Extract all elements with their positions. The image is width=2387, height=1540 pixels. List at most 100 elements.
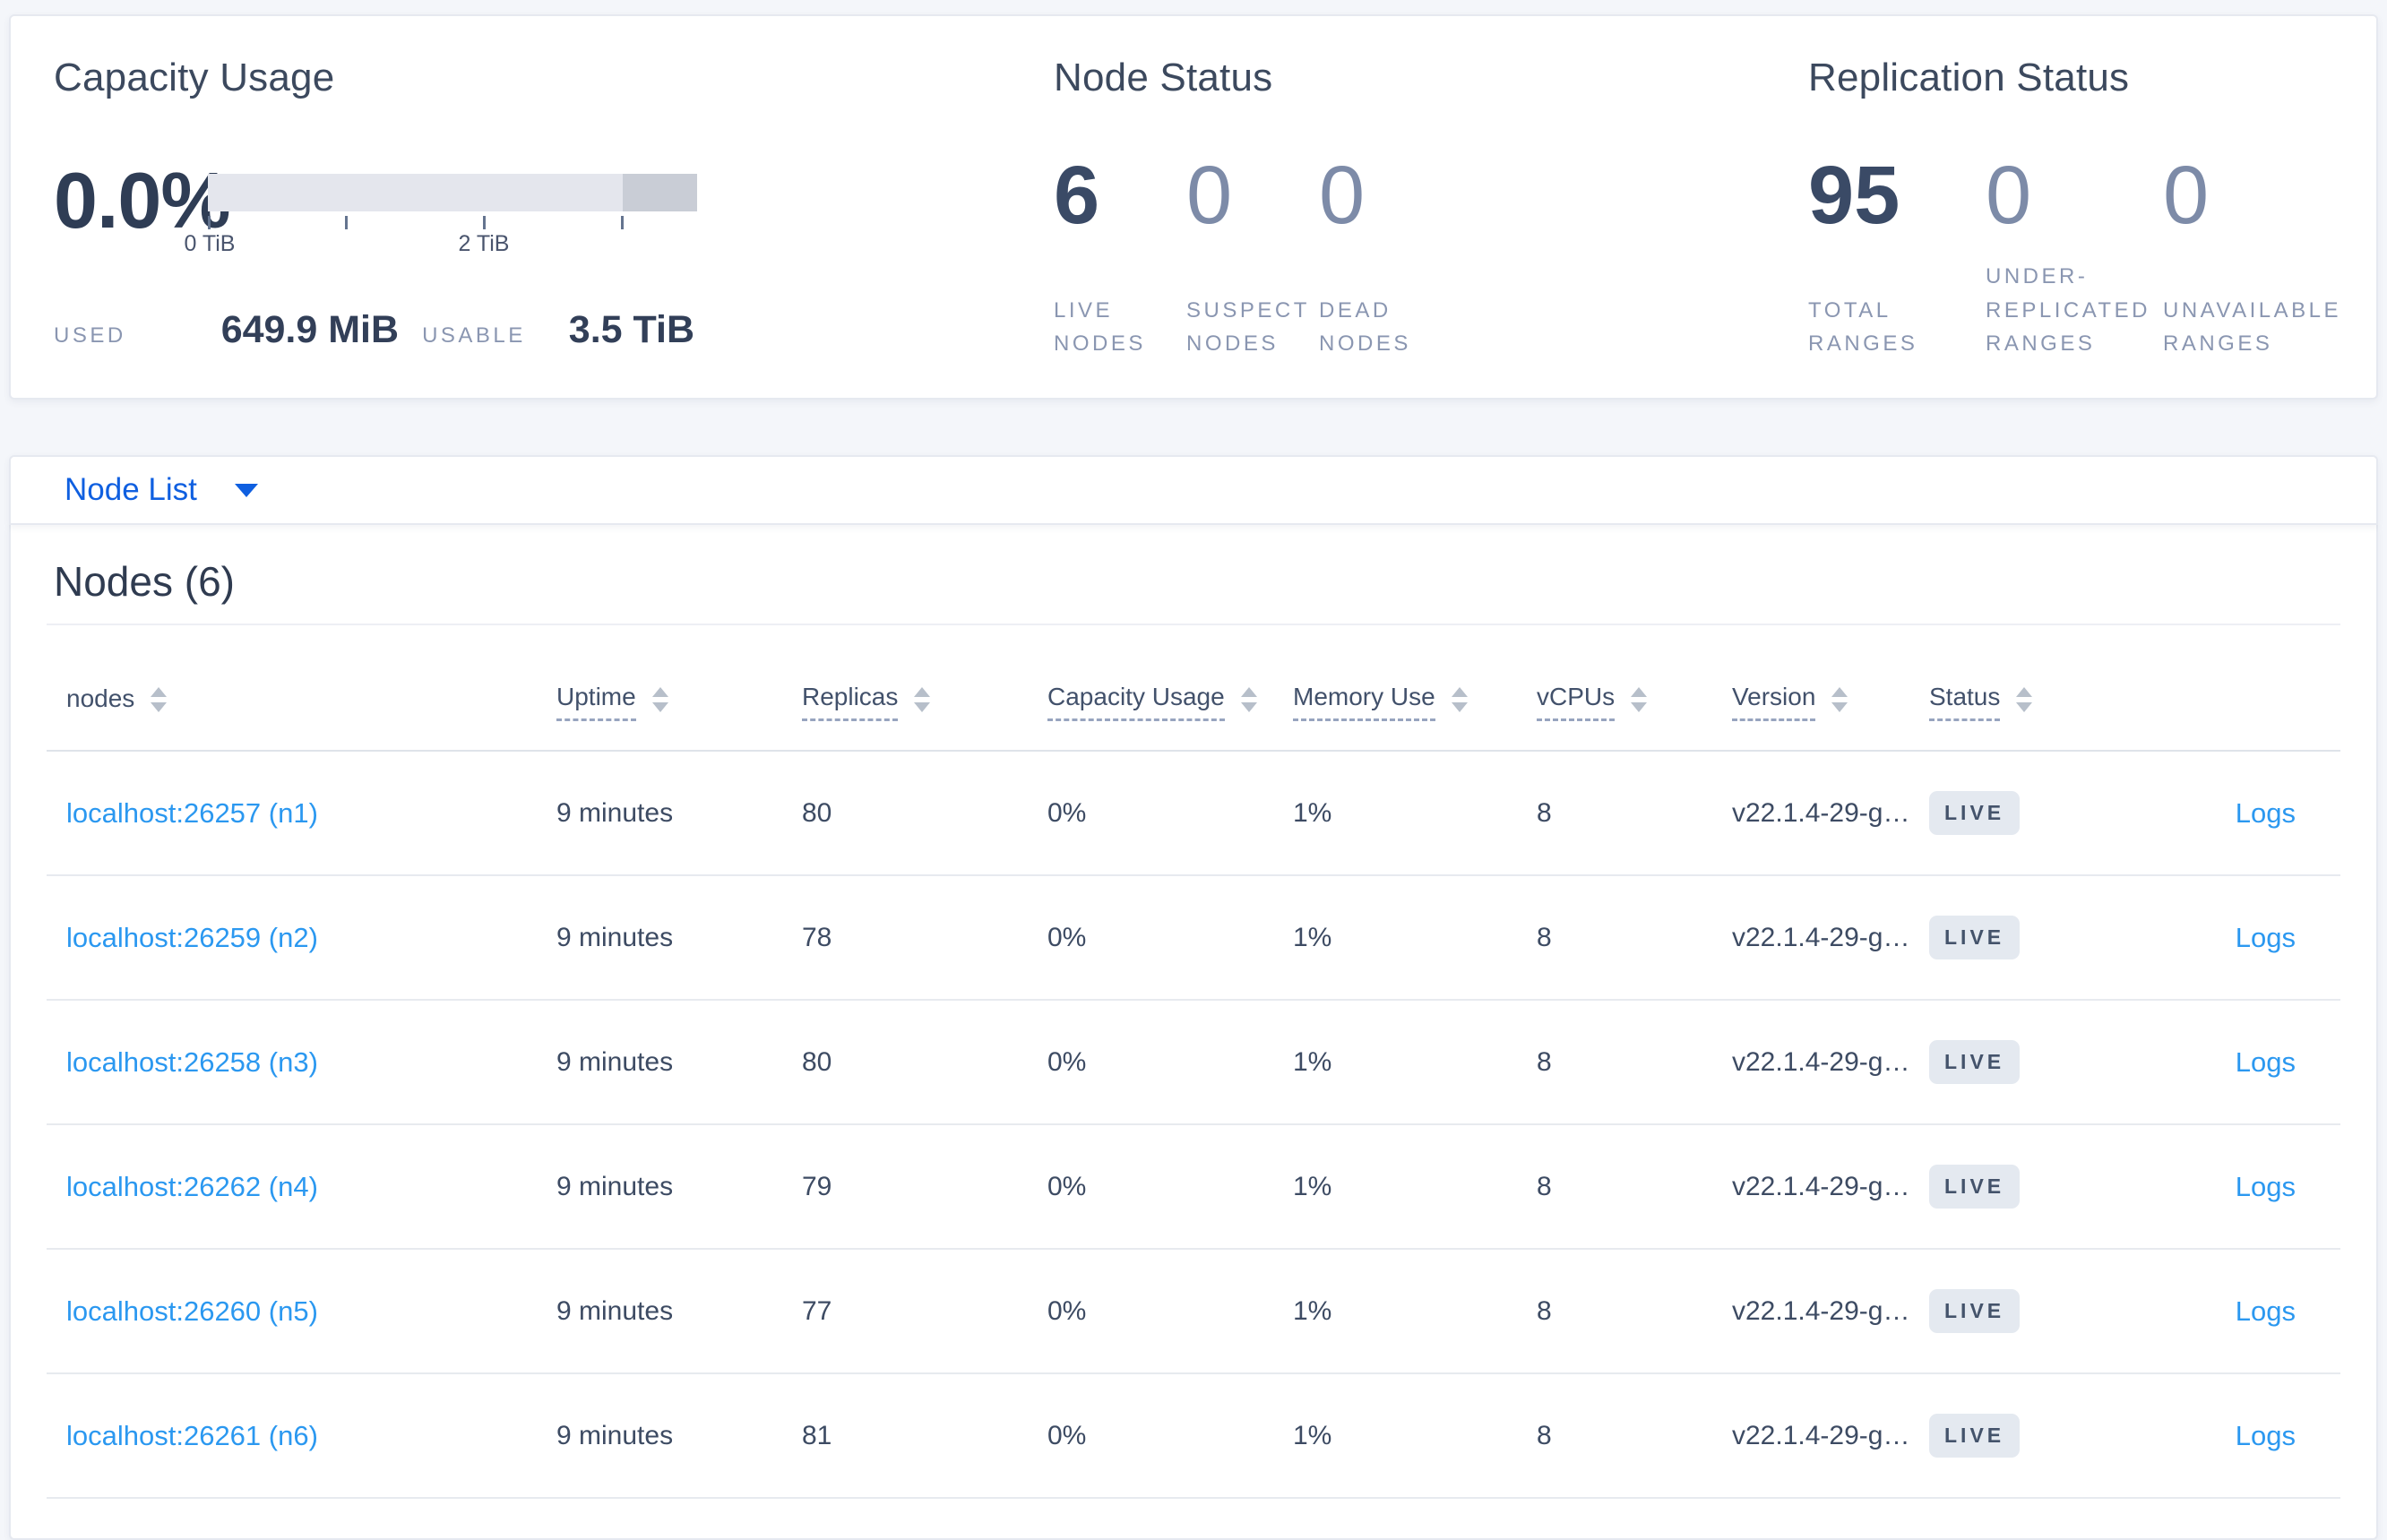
status-badge: LIVE <box>1929 1289 2021 1333</box>
version-cell: v22.1.4-29-g… <box>1724 1000 1921 1125</box>
uptime-cell: 9 minutes <box>548 1249 794 1374</box>
vcpus-cell: 8 <box>1529 875 1724 1001</box>
capacity-axis-ticks <box>208 211 697 229</box>
vcpus-cell: 8 <box>1529 1373 1724 1499</box>
sort-icon <box>1451 686 1468 712</box>
table-row: localhost:26261 (n6) 9 minutes 81 0% 1% … <box>47 1373 2340 1499</box>
vcpus-cell: 8 <box>1529 1000 1724 1125</box>
capacity-bar-chart: 0 TiB 2 TiB <box>185 154 697 256</box>
logs-link[interactable]: Logs <box>2235 921 2296 953</box>
usable-value: 3.5 TiB <box>568 308 694 351</box>
table-row: localhost:26259 (n2) 9 minutes 78 0% 1% … <box>47 875 2340 1001</box>
node-link[interactable]: localhost:26260 (n5) <box>66 1295 318 1327</box>
uptime-cell: 9 minutes <box>548 875 794 1001</box>
capacity-cell: 0% <box>1039 751 1285 876</box>
status-badge: LIVE <box>1929 791 2021 835</box>
column-header-version[interactable]: Version <box>1732 683 1848 721</box>
column-header-uptime[interactable]: Uptime <box>556 683 668 721</box>
column-header-capacity-usage[interactable]: Capacity Usage <box>1047 683 1257 721</box>
axis-tick-label: 0 TiB <box>184 231 236 256</box>
sort-icon <box>914 686 931 712</box>
logs-link[interactable]: Logs <box>2235 1295 2296 1327</box>
version-cell: v22.1.4-29-g… <box>1724 1124 1921 1250</box>
replicas-cell: 81 <box>794 1373 1039 1499</box>
logs-link[interactable]: Logs <box>2235 1045 2296 1078</box>
stat-value: 95 <box>1808 150 1900 241</box>
replicas-cell: 80 <box>794 751 1039 876</box>
stat-value: 0 <box>2163 150 2210 241</box>
table-row: localhost:26262 (n4) 9 minutes 79 0% 1% … <box>47 1124 2340 1250</box>
cluster-summary-card: Capacity Usage 0.0% 0 TiB 2 TiB <box>9 14 2378 400</box>
stat-label: DEAD NODES <box>1319 297 1411 356</box>
memory-cell: 1% <box>1285 751 1529 876</box>
capacity-usage-section: Capacity Usage 0.0% 0 TiB 2 TiB <box>11 16 1013 398</box>
capacity-cell: 0% <box>1039 1249 1285 1374</box>
uptime-cell: 9 minutes <box>548 751 794 876</box>
capacity-cell: 0% <box>1039 1373 1285 1499</box>
under-replicated-ranges-stat: 0 UNDER-REPLICATED RANGES <box>1986 154 2163 360</box>
nodes-table: nodes Uptime Replicas Capacity Usage Mem… <box>47 624 2340 1499</box>
table-row: localhost:26258 (n3) 9 minutes 80 0% 1% … <box>47 1000 2340 1125</box>
column-header-vcpus[interactable]: vCPUs <box>1537 683 1648 721</box>
node-link[interactable]: localhost:26258 (n3) <box>66 1045 318 1078</box>
sort-icon <box>2016 686 2033 712</box>
replicas-cell: 80 <box>794 1000 1039 1125</box>
column-header-status[interactable]: Status <box>1929 683 2033 721</box>
table-row: localhost:26260 (n5) 9 minutes 77 0% 1% … <box>47 1249 2340 1374</box>
capacity-used-percent: 0.0% <box>54 156 231 245</box>
stat-value: 0 <box>1186 150 1233 241</box>
stat-label: UNDER-REPLICATED RANGES <box>1986 264 2150 356</box>
sort-icon <box>1831 686 1848 712</box>
version-cell: v22.1.4-29-g… <box>1724 751 1921 876</box>
table-header-row: nodes Uptime Replicas Capacity Usage Mem… <box>47 624 2340 752</box>
version-cell: v22.1.4-29-g… <box>1724 1373 1921 1499</box>
sort-icon <box>651 686 668 712</box>
capacity-cell: 0% <box>1039 1000 1285 1125</box>
capacity-bar <box>208 174 697 211</box>
nodes-table-card: Nodes (6) nodes Uptime Replicas Capacity… <box>9 525 2378 1540</box>
used-value: 649.9 MiB <box>220 308 400 351</box>
unavailable-ranges-stat: 0 UNAVAILABLE RANGES <box>2163 154 2340 360</box>
node-list-dropdown[interactable]: Node List <box>65 472 197 507</box>
column-header-memory-use[interactable]: Memory Use <box>1293 683 1468 721</box>
logs-link[interactable]: Logs <box>2235 1419 2296 1451</box>
uptime-cell: 9 minutes <box>548 1124 794 1250</box>
stat-label: SUSPECT NODES <box>1186 297 1310 356</box>
dead-nodes-stat: 0 DEAD NODES <box>1319 154 1452 360</box>
logs-link[interactable]: Logs <box>2235 796 2296 829</box>
sort-icon <box>1240 686 1257 712</box>
nodes-table-title: Nodes (6) <box>54 558 235 605</box>
memory-cell: 1% <box>1285 1249 1529 1374</box>
stat-label: UNAVAILABLE RANGES <box>2163 297 2342 356</box>
chevron-down-icon[interactable] <box>234 483 258 497</box>
replicas-cell: 79 <box>794 1124 1039 1250</box>
node-status-section: Node Status 6 LIVE NODES 0 SUSPECT NODES… <box>1013 16 1767 398</box>
column-header-nodes[interactable]: nodes <box>66 684 168 720</box>
capacity-bar-reserved-segment <box>623 174 697 211</box>
sort-icon <box>1631 686 1648 712</box>
status-badge: LIVE <box>1929 1414 2021 1458</box>
vcpus-cell: 8 <box>1529 751 1724 876</box>
logs-link[interactable]: Logs <box>2235 1170 2296 1202</box>
version-cell: v22.1.4-29-g… <box>1724 1249 1921 1374</box>
total-ranges-stat: 95 TOTAL RANGES <box>1808 154 1986 360</box>
node-link[interactable]: localhost:26259 (n2) <box>66 921 318 953</box>
column-header-replicas[interactable]: Replicas <box>802 683 931 721</box>
memory-cell: 1% <box>1285 1373 1529 1499</box>
node-link[interactable]: localhost:26257 (n1) <box>66 796 318 829</box>
stat-value: 0 <box>1986 150 2032 241</box>
stat-value: 0 <box>1319 150 1366 241</box>
stat-label: LIVE NODES <box>1054 297 1146 356</box>
table-row: localhost:26257 (n1) 9 minutes 80 0% 1% … <box>47 751 2340 876</box>
replicas-cell: 77 <box>794 1249 1039 1374</box>
node-link[interactable]: localhost:26262 (n4) <box>66 1170 318 1202</box>
status-badge: LIVE <box>1929 916 2021 959</box>
usable-label: USABLE <box>422 323 526 348</box>
suspect-nodes-stat: 0 SUSPECT NODES <box>1186 154 1319 360</box>
version-cell: v22.1.4-29-g… <box>1724 875 1921 1001</box>
uptime-cell: 9 minutes <box>548 1000 794 1125</box>
node-link[interactable]: localhost:26261 (n6) <box>66 1419 318 1451</box>
stat-label: TOTAL RANGES <box>1808 297 1918 356</box>
replicas-cell: 78 <box>794 875 1039 1001</box>
